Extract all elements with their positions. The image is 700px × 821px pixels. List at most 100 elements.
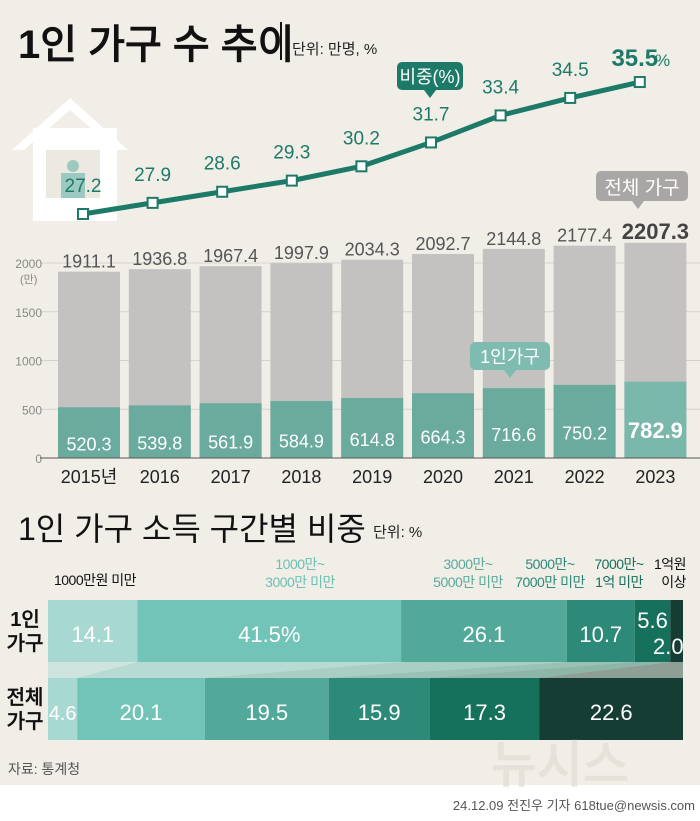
single-bar: [199, 403, 262, 458]
x-tick-label: 2023: [635, 467, 675, 487]
row-label: 전체: [7, 686, 44, 709]
segment-value-label: 4.6: [49, 703, 77, 725]
single-value-label: 750.2: [562, 423, 607, 443]
single-bar: [58, 407, 120, 458]
single-callout-pointer: [504, 370, 516, 378]
category-label: 1000만원 미만: [54, 572, 137, 588]
share-point: [425, 136, 437, 149]
person-icon: [67, 160, 79, 172]
connector-band: [429, 662, 671, 678]
y-tick-label: 2000: [15, 257, 42, 271]
stacked-segment: [429, 678, 540, 740]
stacked-segment: [634, 600, 671, 662]
single-bar: [482, 388, 545, 458]
stacked-segment: [48, 678, 78, 740]
total-value-label: 1967.4: [203, 246, 258, 266]
segment-value-label: 17.3: [463, 700, 506, 725]
single-callout: [470, 342, 550, 370]
share-point: [146, 196, 159, 209]
total-value-label: 2034.3: [345, 240, 400, 260]
chart2-unit: 단위: %: [373, 524, 422, 541]
total-value-label: 2207.3: [622, 219, 689, 244]
share-point: [216, 185, 229, 198]
total-value-label: 2177.4: [557, 226, 612, 246]
stacked-segment: [401, 600, 567, 662]
source-label: 자료: 통계청: [8, 761, 80, 777]
category-label: 1000만~: [275, 556, 325, 572]
share-callout-pointer: [424, 90, 436, 98]
category-label: 7000만 미만: [515, 574, 585, 590]
total-value-label: 1936.8: [132, 249, 187, 269]
total-value-label: 1997.9: [274, 243, 329, 263]
segment-value-label: 41.5%: [238, 622, 300, 647]
share-value-label: 27.2: [65, 176, 102, 197]
share-point: [564, 91, 577, 104]
single-value-label: 716.6: [491, 425, 536, 445]
y-tick-label: 0: [35, 452, 42, 466]
total-value-label: 2092.7: [415, 234, 470, 254]
single-value-label: 539.8: [137, 434, 182, 454]
x-tick-label: 2017: [211, 467, 251, 487]
single-bar: [624, 381, 687, 458]
single-value-label: 782.9: [628, 418, 683, 443]
share-point: [355, 160, 368, 173]
connector-band: [204, 662, 567, 678]
stacked-segment: [48, 600, 138, 662]
share-callout: [397, 62, 463, 90]
chart2-title: 1인 가구 소득 구간별 비중: [18, 511, 366, 547]
y-tick-label: 1500: [15, 306, 42, 320]
share-value-label: 29.3: [273, 143, 310, 164]
share-point: [633, 76, 646, 89]
share-callout-label: 비중(%): [399, 67, 460, 87]
chart-title: 1인 가구 수 추이: [18, 23, 294, 67]
single-value-label: 614.8: [350, 430, 395, 450]
share-value-label: 31.7: [413, 104, 450, 125]
segment-value-label: 22.6: [590, 700, 633, 725]
connector-band: [77, 662, 402, 678]
stacked-segment: [328, 678, 430, 740]
y-tick-label: 1000: [15, 355, 42, 369]
stacked-segment: [137, 600, 402, 662]
total-callout-label: 전체 가구: [604, 177, 679, 199]
share-value-label: 34.5: [552, 60, 589, 81]
person-body: [61, 173, 85, 198]
share-point: [494, 109, 507, 122]
share-value-label: 30.2: [343, 128, 380, 149]
segment-value-label: 2.0: [653, 634, 684, 659]
share-point: [285, 174, 298, 187]
y-tick-label: 500: [22, 403, 42, 417]
row-label: 가구: [7, 632, 44, 655]
category-label: 3000만~: [443, 556, 493, 572]
x-tick-label: 2021: [494, 467, 534, 487]
stacked-segment: [204, 678, 329, 740]
total-value-label: 1911.1: [62, 252, 116, 272]
category-label: 1억 미만: [595, 574, 643, 590]
unit-label: 단위: 만명, %: [292, 41, 377, 58]
row-label: 1인: [10, 608, 40, 631]
connector-band: [539, 662, 683, 678]
segment-value-label: 14.1: [71, 622, 114, 647]
single-value-label: 520.3: [66, 435, 111, 455]
category-label: 이상: [661, 574, 686, 590]
x-tick-label: 2015년: [61, 467, 118, 487]
x-tick-label: 2019: [352, 467, 392, 487]
watermark-logo: 뉴시스: [491, 737, 629, 793]
y-unit: (만): [20, 273, 37, 286]
share-value-label: 33.4: [482, 77, 519, 98]
percent-sign: %: [655, 51, 670, 70]
row-label: 가구: [7, 710, 44, 733]
stacked-segment: [670, 600, 683, 662]
segment-value-label: 20.1: [120, 700, 163, 725]
share-point: [77, 208, 89, 220]
segment-value-label: 19.5: [245, 700, 288, 725]
category-label: 5000만 미만: [433, 574, 503, 590]
category-label: 1억원: [654, 556, 686, 572]
share-value-label: 28.6: [204, 154, 241, 175]
category-label: 3000만 미만: [265, 574, 335, 590]
total-callout: [596, 171, 688, 201]
credit-label: 24.12.09 전진우 기자 618tue@newsis.com: [453, 798, 695, 813]
segment-value-label: 15.9: [358, 700, 401, 725]
share-value-label: 27.9: [134, 165, 171, 186]
title-divider: [280, 22, 282, 60]
footer: [0, 785, 700, 821]
